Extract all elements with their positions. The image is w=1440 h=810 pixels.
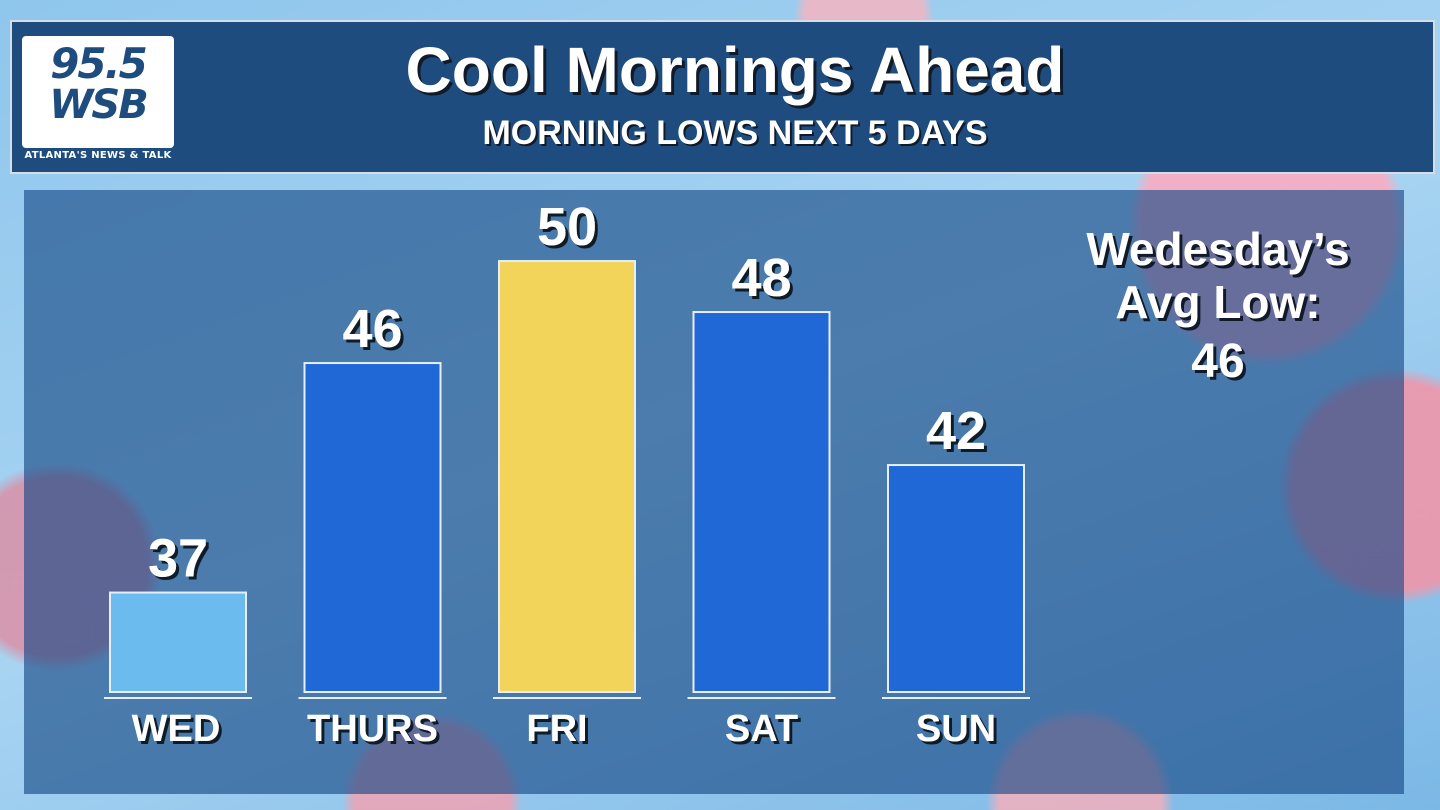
category-label-sun: SUN — [916, 708, 996, 750]
value-label-wed: 37 — [148, 529, 208, 589]
logo-tagline: ATLANTA'S NEWS & TALK — [24, 150, 172, 161]
bar-fri — [498, 260, 636, 693]
baseline-thurs — [298, 697, 447, 699]
page-subtitle: MORNING LOWS NEXT 5 DAYS — [482, 114, 988, 152]
page-title: Cool Mornings Ahead — [405, 34, 1065, 106]
value-label-sat: 48 — [731, 248, 791, 308]
logo-frequency: 95.5 — [50, 39, 148, 88]
average-low-value: 46 — [1191, 335, 1245, 388]
bar-thurs — [303, 362, 442, 693]
bar-sat — [692, 311, 831, 693]
baseline-sun — [882, 697, 1030, 699]
category-label-sat: SAT — [725, 708, 798, 750]
value-label-sun: 42 — [926, 401, 986, 461]
category-label-thurs: THURS — [307, 708, 438, 750]
category-label-fri: FRI — [526, 708, 587, 750]
baseline-wed — [104, 697, 252, 699]
baseline-fri — [493, 697, 641, 699]
average-low-heading-line1: Wedesday’s — [1086, 223, 1350, 275]
value-label-thurs: 46 — [342, 299, 402, 359]
category-label-wed: WED — [132, 708, 221, 750]
average-low-heading-line2: Avg Low: — [1115, 276, 1321, 328]
logo-callsign: WSB — [49, 82, 148, 128]
baseline-sat — [687, 697, 836, 699]
bar-wed — [109, 591, 247, 693]
wsb-logo: 95.5 WSB — [22, 36, 174, 148]
value-label-fri: 50 — [537, 197, 597, 257]
bar-sun — [887, 464, 1025, 693]
average-low-note: Wedesday’s Avg Low: 46 — [1040, 222, 1396, 394]
header-banner — [10, 20, 1435, 174]
